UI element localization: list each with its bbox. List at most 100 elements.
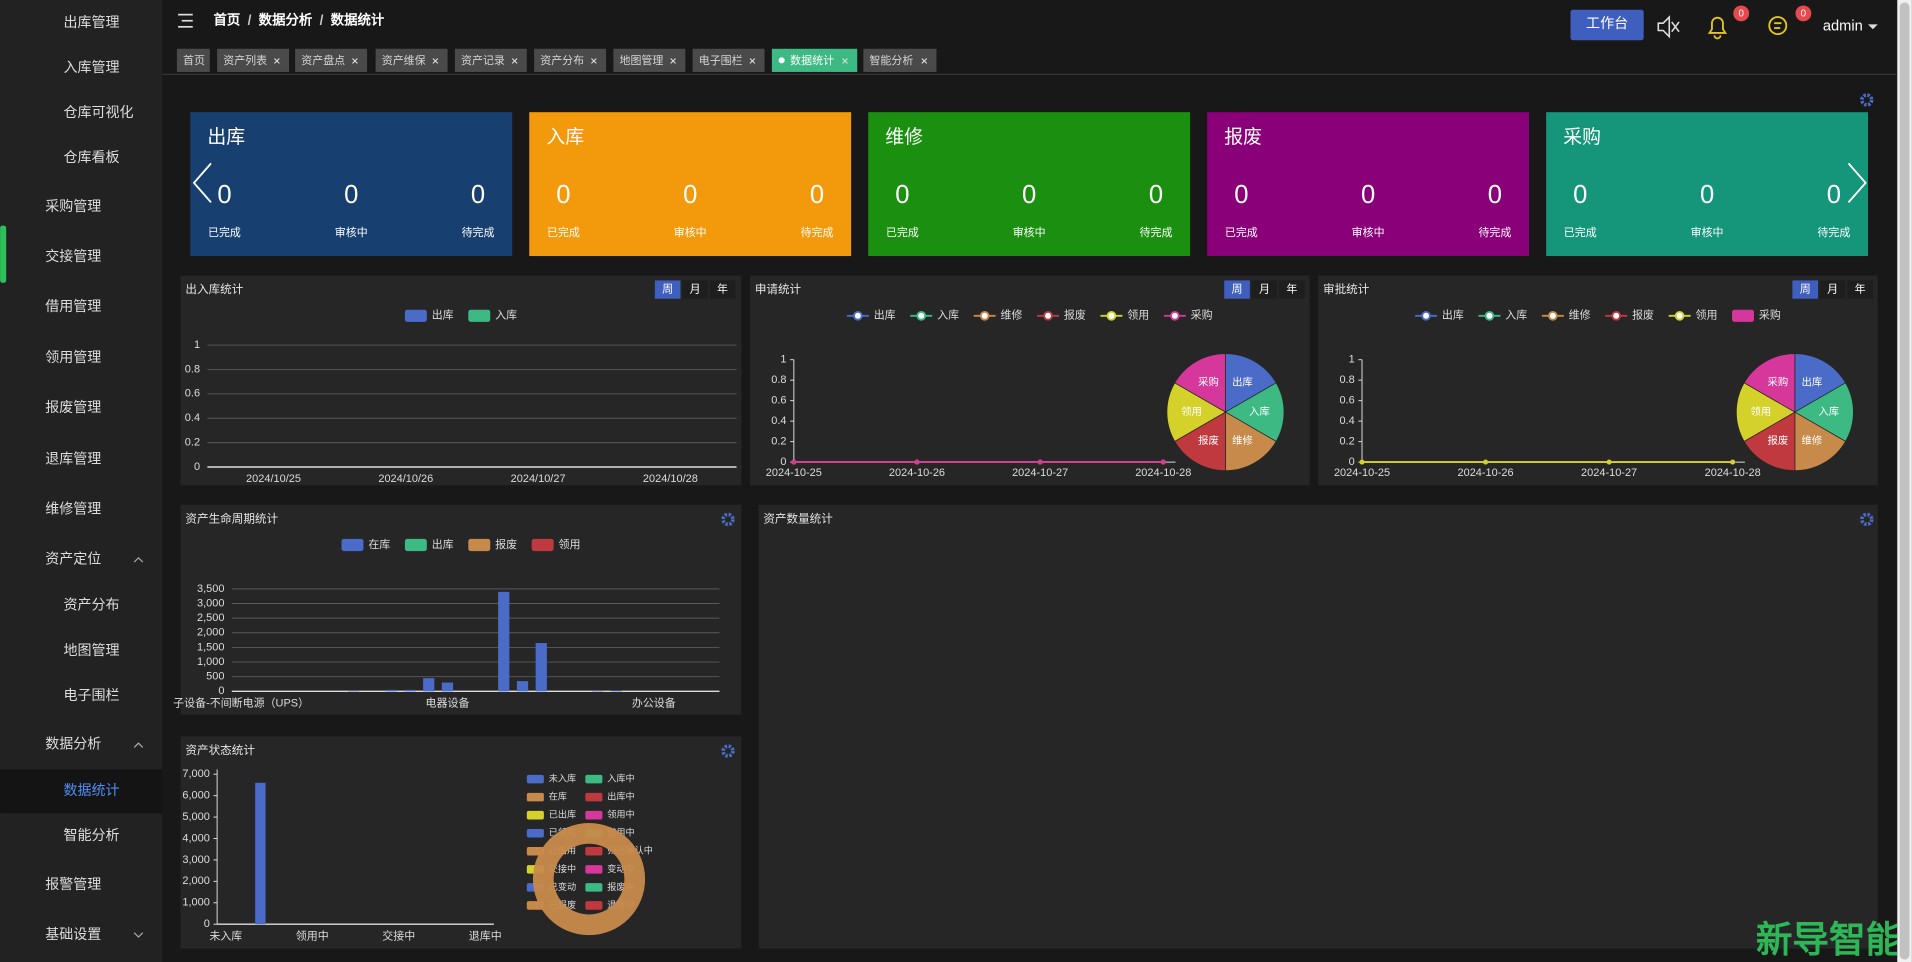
sidebar-item[interactable]: 电子围栏: [63, 687, 119, 703]
settings-gear[interactable]: [721, 512, 735, 527]
tab[interactable]: 资产维保: [375, 48, 448, 72]
tab[interactable]: 资产分布: [534, 48, 607, 72]
workbench-button[interactable]: 工作台: [1570, 9, 1644, 41]
sidebar-item[interactable]: 领用管理: [45, 349, 101, 365]
period-button[interactable]: 周: [654, 280, 681, 299]
tab-close[interactable]: [274, 58, 280, 64]
period-button[interactable]: 周: [1224, 280, 1250, 299]
tab[interactable]: 数据统计: [771, 48, 858, 72]
legend[interactable]: 出库 入库 维修 报废 领用 采购: [846, 308, 1213, 322]
sidebar-item[interactable]: 报废管理: [45, 399, 101, 415]
settings-gear[interactable]: [1860, 93, 1874, 107]
legend-item[interactable]: 在库: [526, 791, 567, 802]
user-caret[interactable]: [1868, 24, 1878, 30]
period-button[interactable]: 月: [682, 280, 708, 299]
tab-close[interactable]: [432, 58, 439, 64]
legend-item[interactable]: 入库: [910, 309, 959, 322]
legend-item[interactable]: 出库: [404, 537, 454, 552]
legend-item[interactable]: 报废中: [585, 881, 635, 892]
legend-item[interactable]: 领用: [1668, 309, 1718, 322]
tab[interactable]: 资产记录: [454, 48, 527, 72]
period-button[interactable]: 周: [1792, 280, 1819, 299]
sidebar-item[interactable]: 资产定位: [45, 550, 144, 566]
carousel-next[interactable]: [1847, 162, 1867, 204]
sidebar-item[interactable]: 采购管理: [45, 198, 101, 214]
sidebar-item[interactable]: 基础设置: [45, 926, 144, 942]
sidebar-item[interactable]: 仓库看板: [63, 149, 119, 165]
mute-icon[interactable]: [1657, 15, 1680, 39]
sidebar-item[interactable]: 智能分析: [63, 827, 119, 843]
x-tick-label: 2024-10-25: [766, 467, 822, 479]
legend-item[interactable]: 维修: [973, 308, 1023, 322]
tab-close[interactable]: [591, 58, 597, 64]
tab-close[interactable]: [352, 58, 358, 64]
sidebar-item[interactable]: 维修管理: [45, 500, 101, 516]
sidebar-item[interactable]: 借用管理: [45, 298, 101, 314]
period-button[interactable]: 年: [1279, 280, 1305, 299]
legend-item[interactable]: 入库: [468, 309, 517, 322]
carousel-prev[interactable]: [192, 162, 212, 204]
breadcrumb-item[interactable]: 数据分析: [259, 11, 313, 27]
settings-gear[interactable]: [721, 744, 735, 758]
tab[interactable]: 智能分析: [863, 48, 937, 72]
tab-close[interactable]: [921, 58, 928, 64]
sidebar-item[interactable]: 退库管理: [45, 450, 101, 466]
legend-label: 出库: [1442, 308, 1464, 322]
tab[interactable]: 资产列表: [217, 48, 290, 72]
legend-item[interactable]: 入库中: [585, 773, 635, 784]
legend-item[interactable]: 出库中: [585, 791, 635, 802]
legend-item[interactable]: 领用: [1100, 309, 1149, 322]
legend[interactable]: 出库 入库 维修 报废 领用 采购: [1415, 308, 1781, 322]
settings-gear[interactable]: [1860, 512, 1874, 527]
pie-label: 入库: [1818, 405, 1839, 418]
tab[interactable]: 首页: [176, 48, 210, 72]
sidebar-item[interactable]: 交接管理: [45, 248, 101, 264]
legend-item[interactable]: 报废: [468, 537, 517, 552]
sidebar-item[interactable]: 资产分布: [63, 597, 119, 613]
legend-item[interactable]: 出库: [1415, 308, 1464, 322]
legend-item[interactable]: 入库: [1478, 309, 1527, 322]
stat-card-title: 入库: [546, 126, 584, 148]
tab-close[interactable]: [670, 58, 676, 64]
legend-item[interactable]: 出库: [846, 308, 896, 322]
sidebar-item[interactable]: 入库管理: [63, 59, 119, 75]
bell-icon[interactable]: [1707, 16, 1728, 40]
user-name[interactable]: admin: [1823, 19, 1863, 35]
legend-item[interactable]: 已出库: [526, 809, 576, 820]
menu-toggle[interactable]: [178, 13, 193, 28]
legend[interactable]: 在库 出库 报废 领用: [341, 537, 581, 552]
legend-item[interactable]: 报废: [1605, 308, 1654, 322]
breadcrumb-item[interactable]: 首页: [213, 11, 240, 27]
legend-swatch: [526, 774, 544, 784]
sidebar-item-label: 仓库看板: [63, 149, 119, 165]
tab-close[interactable]: [842, 58, 848, 64]
sidebar-item[interactable]: 数据分析: [45, 736, 144, 752]
legend-item[interactable]: 维修: [1541, 308, 1591, 322]
period-button[interactable]: 年: [1847, 280, 1873, 299]
legend-item[interactable]: 采购: [1732, 308, 1781, 322]
tab-close[interactable]: [749, 58, 756, 64]
sidebar-item[interactable]: 地图管理: [63, 642, 119, 658]
sidebar-item[interactable]: 数据统计: [0, 769, 163, 814]
legend-item[interactable]: 出库: [404, 308, 454, 322]
tab[interactable]: 地图管理: [613, 48, 686, 72]
tab[interactable]: 资产盘点: [295, 48, 368, 72]
period-button[interactable]: 月: [1819, 280, 1846, 299]
message-icon[interactable]: [1768, 16, 1788, 36]
sidebar-item[interactable]: 报警管理: [45, 876, 101, 892]
tab[interactable]: 电子围栏: [692, 48, 765, 72]
legend-item[interactable]: 在库: [341, 538, 391, 552]
legend[interactable]: 出库 入库: [404, 308, 517, 322]
legend-item[interactable]: 领用中: [585, 809, 635, 820]
legend-item[interactable]: 报废: [1037, 308, 1086, 322]
sidebar-item[interactable]: 出库管理: [63, 14, 119, 30]
tab-close[interactable]: [511, 58, 518, 64]
sidebar-item[interactable]: 仓库可视化: [63, 104, 133, 120]
stat-value: 0: [895, 181, 909, 209]
legend-item[interactable]: 未入库: [526, 773, 576, 784]
legend-item[interactable]: 变动中: [585, 863, 635, 874]
period-button[interactable]: 年: [709, 280, 736, 299]
legend-item[interactable]: 领用: [531, 538, 581, 552]
legend-item[interactable]: 采购: [1163, 308, 1213, 322]
period-button[interactable]: 月: [1251, 280, 1278, 299]
